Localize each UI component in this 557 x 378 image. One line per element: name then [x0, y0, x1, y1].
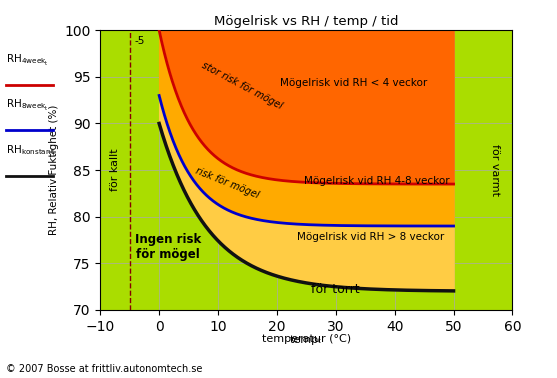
Text: tempₜ: tempₜ — [290, 335, 323, 345]
X-axis label: temperatur (°C): temperatur (°C) — [262, 334, 351, 344]
Text: för torrt: för torrt — [311, 283, 360, 296]
Text: för varmt: för varmt — [490, 144, 500, 196]
Text: stor risk för mögel: stor risk för mögel — [201, 60, 284, 112]
Text: Ingen risk
för mögel: Ingen risk för mögel — [135, 232, 201, 260]
Text: för kallt: för kallt — [110, 149, 120, 191]
Title: Mögelrisk vs RH / temp / tid: Mögelrisk vs RH / temp / tid — [214, 15, 399, 28]
Text: Mögelrisk vid RH < 4 veckor: Mögelrisk vid RH < 4 veckor — [280, 78, 427, 88]
Text: $\mathregular{RH_{4week_t}}$: $\mathregular{RH_{4week_t}}$ — [6, 53, 48, 68]
Text: Mögelrisk vid RH > 8 veckor: Mögelrisk vid RH > 8 veckor — [297, 232, 444, 242]
Text: © 2007 Bosse at frittliv.autonomtech.se: © 2007 Bosse at frittliv.autonomtech.se — [6, 364, 202, 374]
Text: risk för mögel: risk för mögel — [194, 166, 261, 200]
Text: Mögelrisk vid RH 4-8 veckor: Mögelrisk vid RH 4-8 veckor — [304, 176, 450, 186]
Text: $\mathregular{RH_{konstant_t}}$: $\mathregular{RH_{konstant_t}}$ — [6, 144, 56, 159]
Text: $\mathregular{RH_{8week_t}}$: $\mathregular{RH_{8week_t}}$ — [6, 98, 48, 113]
Text: -5: -5 — [134, 36, 145, 46]
Y-axis label: RH, Relativ Fuktighet (%): RH, Relativ Fuktighet (%) — [48, 105, 58, 235]
